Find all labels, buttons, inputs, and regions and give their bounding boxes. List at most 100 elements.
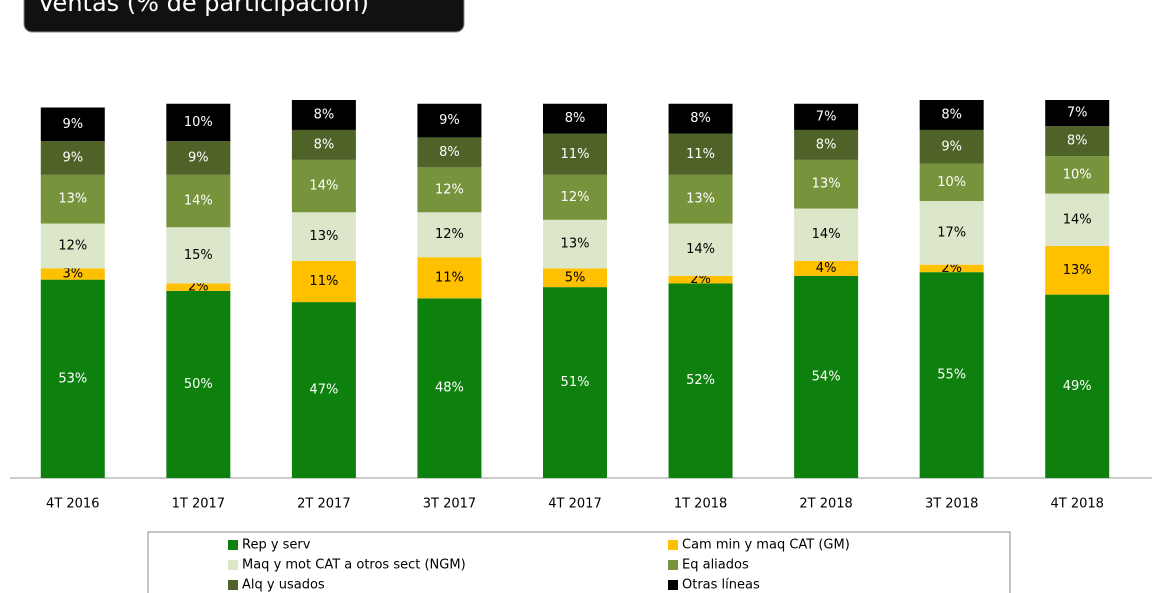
data-label: 13% xyxy=(58,192,87,207)
bar-segment xyxy=(40,279,105,478)
data-label: 7% xyxy=(816,109,837,124)
bar-segment xyxy=(291,159,356,213)
bar-segment xyxy=(417,137,482,168)
data-label: 48% xyxy=(435,381,464,396)
legend-swatch xyxy=(668,540,678,550)
bar-segment xyxy=(668,223,733,276)
x-tick-label: 3T 2017 xyxy=(423,497,476,512)
legend-label: Maq y mot CAT a otros sect (NGM) xyxy=(242,558,466,573)
bar-segment xyxy=(668,174,733,224)
bar-segment xyxy=(166,290,231,478)
data-label: 8% xyxy=(690,111,711,126)
legend-label: Otras líneas xyxy=(682,578,760,593)
data-label: 4% xyxy=(816,261,837,276)
bar-segment xyxy=(543,103,607,134)
bar-segment xyxy=(794,275,859,478)
data-label: 11% xyxy=(309,274,338,289)
bar-segment xyxy=(543,133,607,175)
legend-swatch xyxy=(228,560,238,570)
data-label: 14% xyxy=(812,227,841,242)
data-label: 14% xyxy=(309,179,338,194)
data-label: 13% xyxy=(561,237,590,252)
data-label: 12% xyxy=(435,227,464,242)
bar-segment xyxy=(919,100,984,130)
data-label: 9% xyxy=(62,117,83,132)
data-label: 3% xyxy=(62,267,83,282)
bar-segment xyxy=(166,141,231,175)
x-tick-label: 1T 2017 xyxy=(172,497,225,512)
data-label: 8% xyxy=(314,107,335,122)
data-label: 50% xyxy=(184,377,213,392)
data-label: 9% xyxy=(62,151,83,166)
data-label: 55% xyxy=(937,368,966,383)
data-label: 13% xyxy=(812,177,841,192)
bar-segment xyxy=(291,129,356,160)
data-label: 5% xyxy=(565,270,586,285)
data-label: 8% xyxy=(565,111,586,126)
data-label: 12% xyxy=(58,238,87,253)
bar-segment xyxy=(919,129,984,164)
data-label: 14% xyxy=(1063,212,1092,227)
bar-segment xyxy=(291,100,356,130)
data-label: 12% xyxy=(561,190,590,205)
bar-segment xyxy=(166,174,231,228)
data-label: 49% xyxy=(1063,379,1092,394)
bar-segment xyxy=(291,302,356,478)
bar-segment xyxy=(794,260,859,276)
bar-segment xyxy=(919,201,984,265)
legend-swatch xyxy=(668,580,678,590)
data-label: 10% xyxy=(937,175,966,190)
legend-swatch xyxy=(228,580,238,590)
data-label: 10% xyxy=(1063,167,1092,182)
bar-segment xyxy=(794,129,859,160)
bar-segment xyxy=(543,174,607,220)
x-tick-label: 4T 2017 xyxy=(548,497,601,512)
data-label: 9% xyxy=(439,113,460,128)
bar-segment xyxy=(40,107,105,142)
bar-segment xyxy=(794,103,859,130)
bar-segment xyxy=(919,264,984,273)
data-label: 8% xyxy=(314,137,335,152)
x-tick-label: 4T 2016 xyxy=(46,497,99,512)
bar-segment xyxy=(668,103,733,134)
bar-segment xyxy=(40,268,105,280)
title-box xyxy=(23,0,465,33)
data-label: 54% xyxy=(812,369,841,384)
bar-segment xyxy=(417,103,482,138)
bar-segment xyxy=(166,103,231,142)
x-tick-label: 2T 2018 xyxy=(799,497,852,512)
data-label: 52% xyxy=(686,373,715,388)
legend-swatch xyxy=(668,560,678,570)
bar-segment xyxy=(794,159,859,209)
legend xyxy=(147,531,1011,593)
legend-label: Eq aliados xyxy=(682,558,749,573)
data-label: 11% xyxy=(561,147,590,162)
bar-segment xyxy=(417,257,482,299)
data-label: 47% xyxy=(309,383,338,398)
legend-label: Cam min y maq CAT (GM) xyxy=(682,538,850,553)
data-label: 10% xyxy=(184,115,213,130)
bar-segment xyxy=(40,141,105,175)
bar-segment xyxy=(1045,245,1110,295)
x-tick-label: 3T 2018 xyxy=(925,497,978,512)
data-label: 9% xyxy=(941,139,962,154)
data-label: 8% xyxy=(941,107,962,122)
bar-segment xyxy=(1045,156,1110,194)
data-label: 7% xyxy=(1067,106,1088,121)
data-label: 11% xyxy=(435,270,464,285)
bar-segment xyxy=(668,283,733,478)
bar-segment xyxy=(40,174,105,224)
bar-segment xyxy=(668,275,733,284)
bar-segment xyxy=(417,167,482,213)
bar-segment xyxy=(1045,126,1110,157)
bar-segment xyxy=(1045,193,1110,246)
data-label: 13% xyxy=(309,229,338,244)
bar-segment xyxy=(40,223,105,269)
bar-segment xyxy=(543,219,607,269)
data-label: 51% xyxy=(561,375,590,390)
bar-segment xyxy=(1045,100,1110,127)
bar-segment xyxy=(1045,294,1110,478)
data-label: 9% xyxy=(188,151,209,166)
